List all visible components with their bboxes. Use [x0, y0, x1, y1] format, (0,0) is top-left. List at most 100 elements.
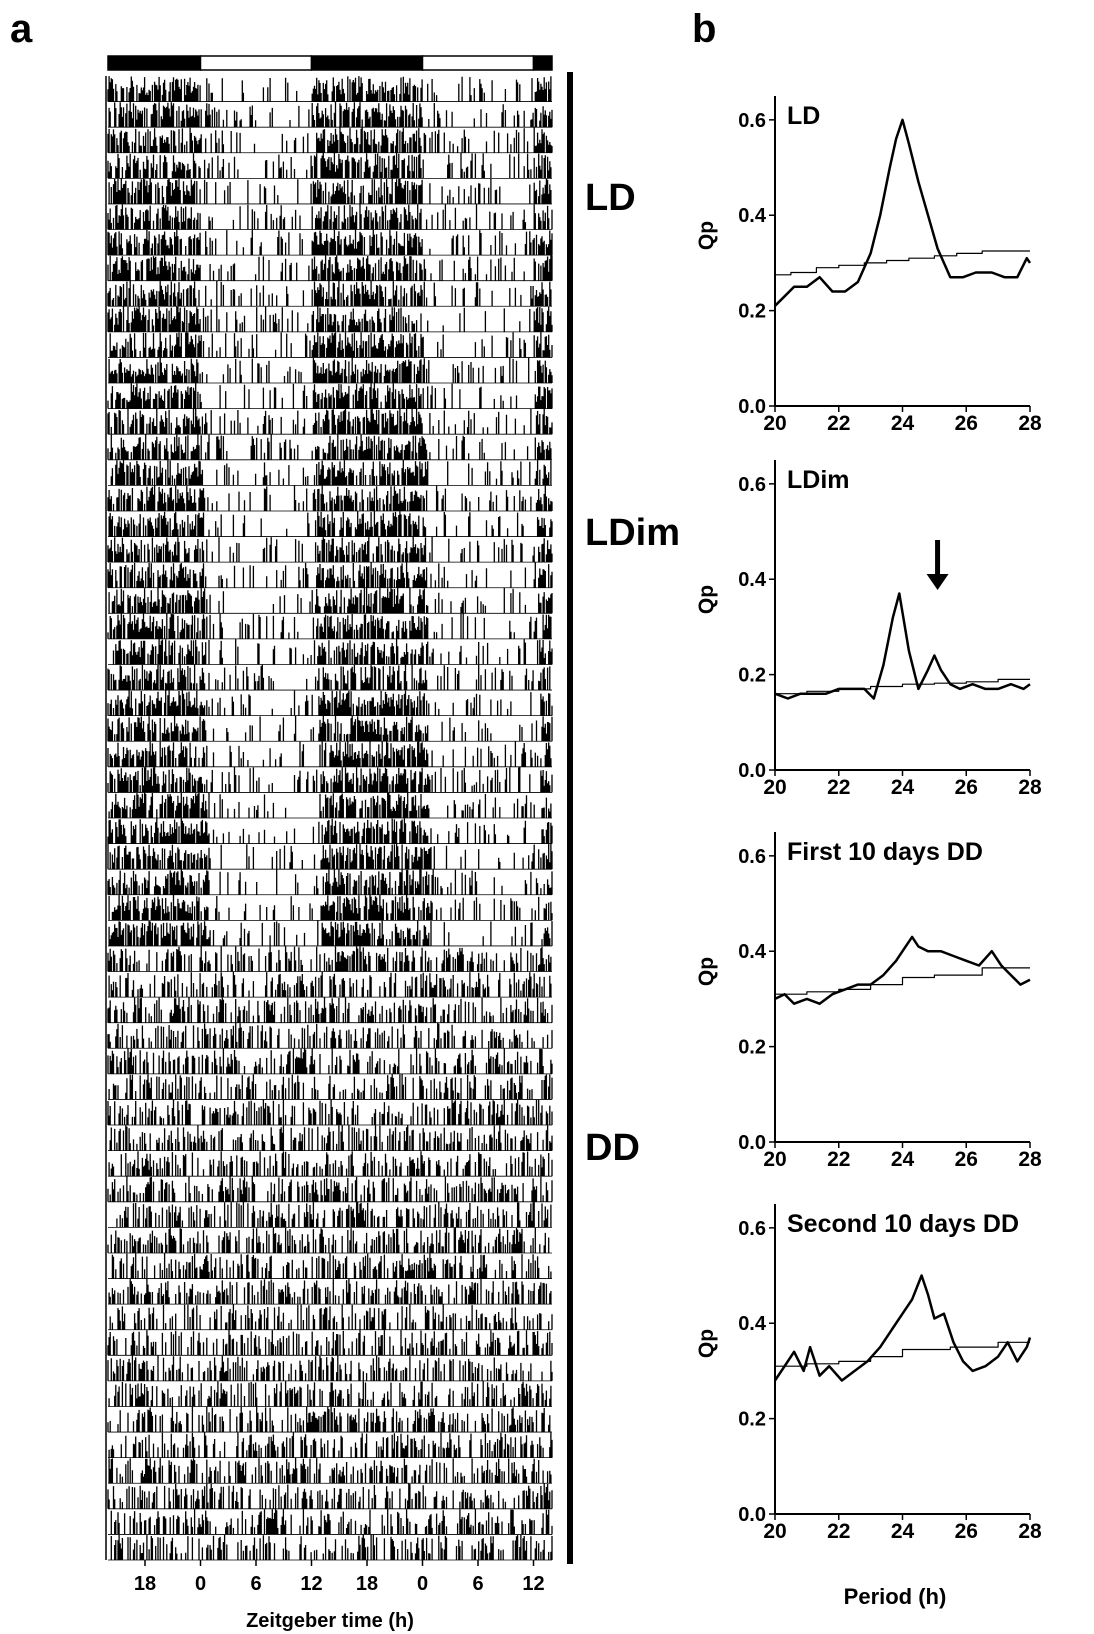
actogram-activity-trace	[108, 1151, 553, 1177]
actogram-activity-trace	[108, 1457, 552, 1484]
actogram-activity-trace	[107, 715, 553, 742]
x-tick-label: 22	[827, 1520, 850, 1543]
actogram-activity-trace	[107, 76, 552, 102]
y-axis-label: Qp	[695, 585, 718, 614]
actogram-activity-trace	[107, 997, 553, 1023]
actogram-activity-trace	[109, 1304, 553, 1330]
light-bar-segment-dark	[107, 55, 202, 71]
actogram-activity-trace	[107, 485, 553, 511]
actogram-activity-trace	[108, 894, 553, 921]
x-tick-label: 22	[827, 776, 850, 799]
y-tick-label: 0.0	[738, 396, 766, 418]
actogram-x-tick-label: 12	[522, 1573, 544, 1595]
actogram-x-tick-label: 18	[134, 1573, 156, 1595]
light-bar-segment-light	[421, 55, 535, 71]
y-tick-label: 0.4	[738, 941, 767, 963]
actogram-activity-trace	[110, 1508, 553, 1535]
periodogram-title: Second 10 days DD	[787, 1210, 1019, 1238]
y-tick-label: 0.2	[738, 665, 766, 687]
actogram-activity-trace	[107, 306, 553, 332]
phase-brackets: LD LDim DD	[567, 72, 680, 1564]
actogram-activity-trace	[107, 152, 552, 179]
actogram-x-tick-label: 6	[250, 1573, 261, 1595]
light-bar-segment-dark	[310, 55, 424, 71]
x-tick-label: 24	[891, 1148, 915, 1171]
y-axis-label: Qp	[695, 957, 718, 986]
actogram-activity-trace	[108, 1380, 552, 1407]
actogram-activity-trace	[107, 741, 552, 767]
actogram-activity-trace	[108, 101, 553, 128]
y-tick-label: 0.4	[738, 1313, 767, 1335]
qp-series-line	[773, 1274, 1032, 1382]
actogram-activity-trace	[107, 1227, 550, 1253]
y-tick-label: 0.6	[738, 846, 766, 868]
panel-label-b: b	[692, 7, 716, 51]
actogram-activity-trace	[107, 946, 552, 972]
actogram-activity-trace	[109, 332, 553, 358]
actogram-activity-trace	[107, 1329, 553, 1356]
y-tick-label: 0.4	[738, 205, 767, 227]
actogram-activity-trace	[112, 638, 553, 665]
x-tick-label: 24	[891, 776, 915, 799]
x-tick-label: 22	[827, 412, 850, 435]
significance-threshold-line	[775, 250, 1030, 276]
actogram-x-tick-label: 0	[417, 1573, 428, 1595]
actogram-x-tick-label: 18	[356, 1573, 378, 1595]
actogram-activity-trace	[108, 920, 553, 946]
actogram-activity-trace	[107, 562, 553, 588]
y-tick-label: 0.6	[738, 110, 766, 132]
x-tick-label: 24	[891, 412, 915, 435]
actogram-activity-trace	[107, 1176, 553, 1202]
periodogram-title: LD	[787, 102, 820, 130]
panel-a-actogram: a 18 0 6 12 18 0 6 12 Zeitgeber time (h) LD LDim…	[10, 7, 680, 1632]
actogram-activity-trace	[108, 971, 552, 998]
actogram-activity-trace	[108, 1074, 553, 1100]
light-bar-segment-light	[199, 55, 313, 71]
periodogram-title: LDim	[787, 466, 850, 494]
actogram-activity-trace	[110, 459, 552, 486]
actogram-activity-trace	[109, 1125, 553, 1151]
actogram-x-axis-label: Zeitgeber time (h)	[246, 1610, 414, 1632]
actogram-rows	[105, 76, 553, 1561]
y-tick-label: 0.0	[738, 1504, 766, 1526]
phase-label: DD	[585, 1127, 640, 1169]
x-tick-label: 20	[763, 1148, 786, 1171]
actogram-x-tick-label: 0	[195, 1573, 206, 1595]
y-tick-label: 0.2	[738, 301, 766, 323]
y-tick-label: 0.4	[738, 569, 767, 591]
x-tick-label: 26	[955, 1148, 978, 1171]
actogram-activity-trace	[108, 1432, 553, 1458]
actogram-activity-trace	[107, 1099, 553, 1125]
periodogram-3: 0.0 0.2 0.4 0.6 20 22 24 26 28 Qp First 10 days DD	[695, 832, 1042, 1171]
actogram-activity-trace	[107, 127, 553, 153]
actogram-activity-trace	[107, 1048, 553, 1074]
periodogram-4: 0.0 0.2 0.4 0.6 20 22 24 26 28 Qp Second 10 days D…	[695, 1204, 1042, 1543]
panel-b-periodograms: b 0.0 0.2 0.4 0.6 20 22 24 26 28 Qp LD 0.0 0.2 0.4 0.6…	[692, 7, 1042, 1609]
significance-threshold-line	[775, 678, 1030, 695]
x-tick-label: 28	[1018, 1520, 1042, 1543]
actogram-activity-trace	[107, 818, 553, 844]
arrow-annotation-head	[926, 574, 949, 590]
actogram-activity-trace	[116, 1201, 552, 1228]
y-tick-label: 0.6	[738, 1218, 766, 1240]
actogram-activity-trace	[107, 204, 553, 230]
x-tick-label: 20	[763, 412, 786, 435]
actogram-activity-trace	[108, 587, 553, 614]
actogram-activity-trace	[107, 843, 553, 870]
actogram-activity-trace	[108, 178, 552, 204]
actogram-activity-trace	[107, 1355, 553, 1381]
actogram-activity-trace	[107, 255, 553, 281]
y-axis-label: Qp	[695, 221, 718, 250]
phase-label: LDim	[585, 512, 680, 554]
actogram-activity-trace	[110, 1534, 553, 1560]
actogram-x-tick-label: 12	[300, 1573, 322, 1595]
actogram-activity-trace	[107, 408, 553, 435]
periodogram-title: First 10 days DD	[787, 838, 983, 866]
y-axis-label: Qp	[695, 1329, 718, 1358]
light-bar-segment-dark	[532, 55, 553, 71]
actogram-x-tick-label: 6	[472, 1573, 483, 1595]
x-tick-label: 24	[891, 1520, 915, 1543]
x-tick-label: 20	[763, 776, 786, 799]
x-tick-label: 28	[1018, 412, 1042, 435]
y-tick-label: 0.6	[738, 474, 766, 496]
